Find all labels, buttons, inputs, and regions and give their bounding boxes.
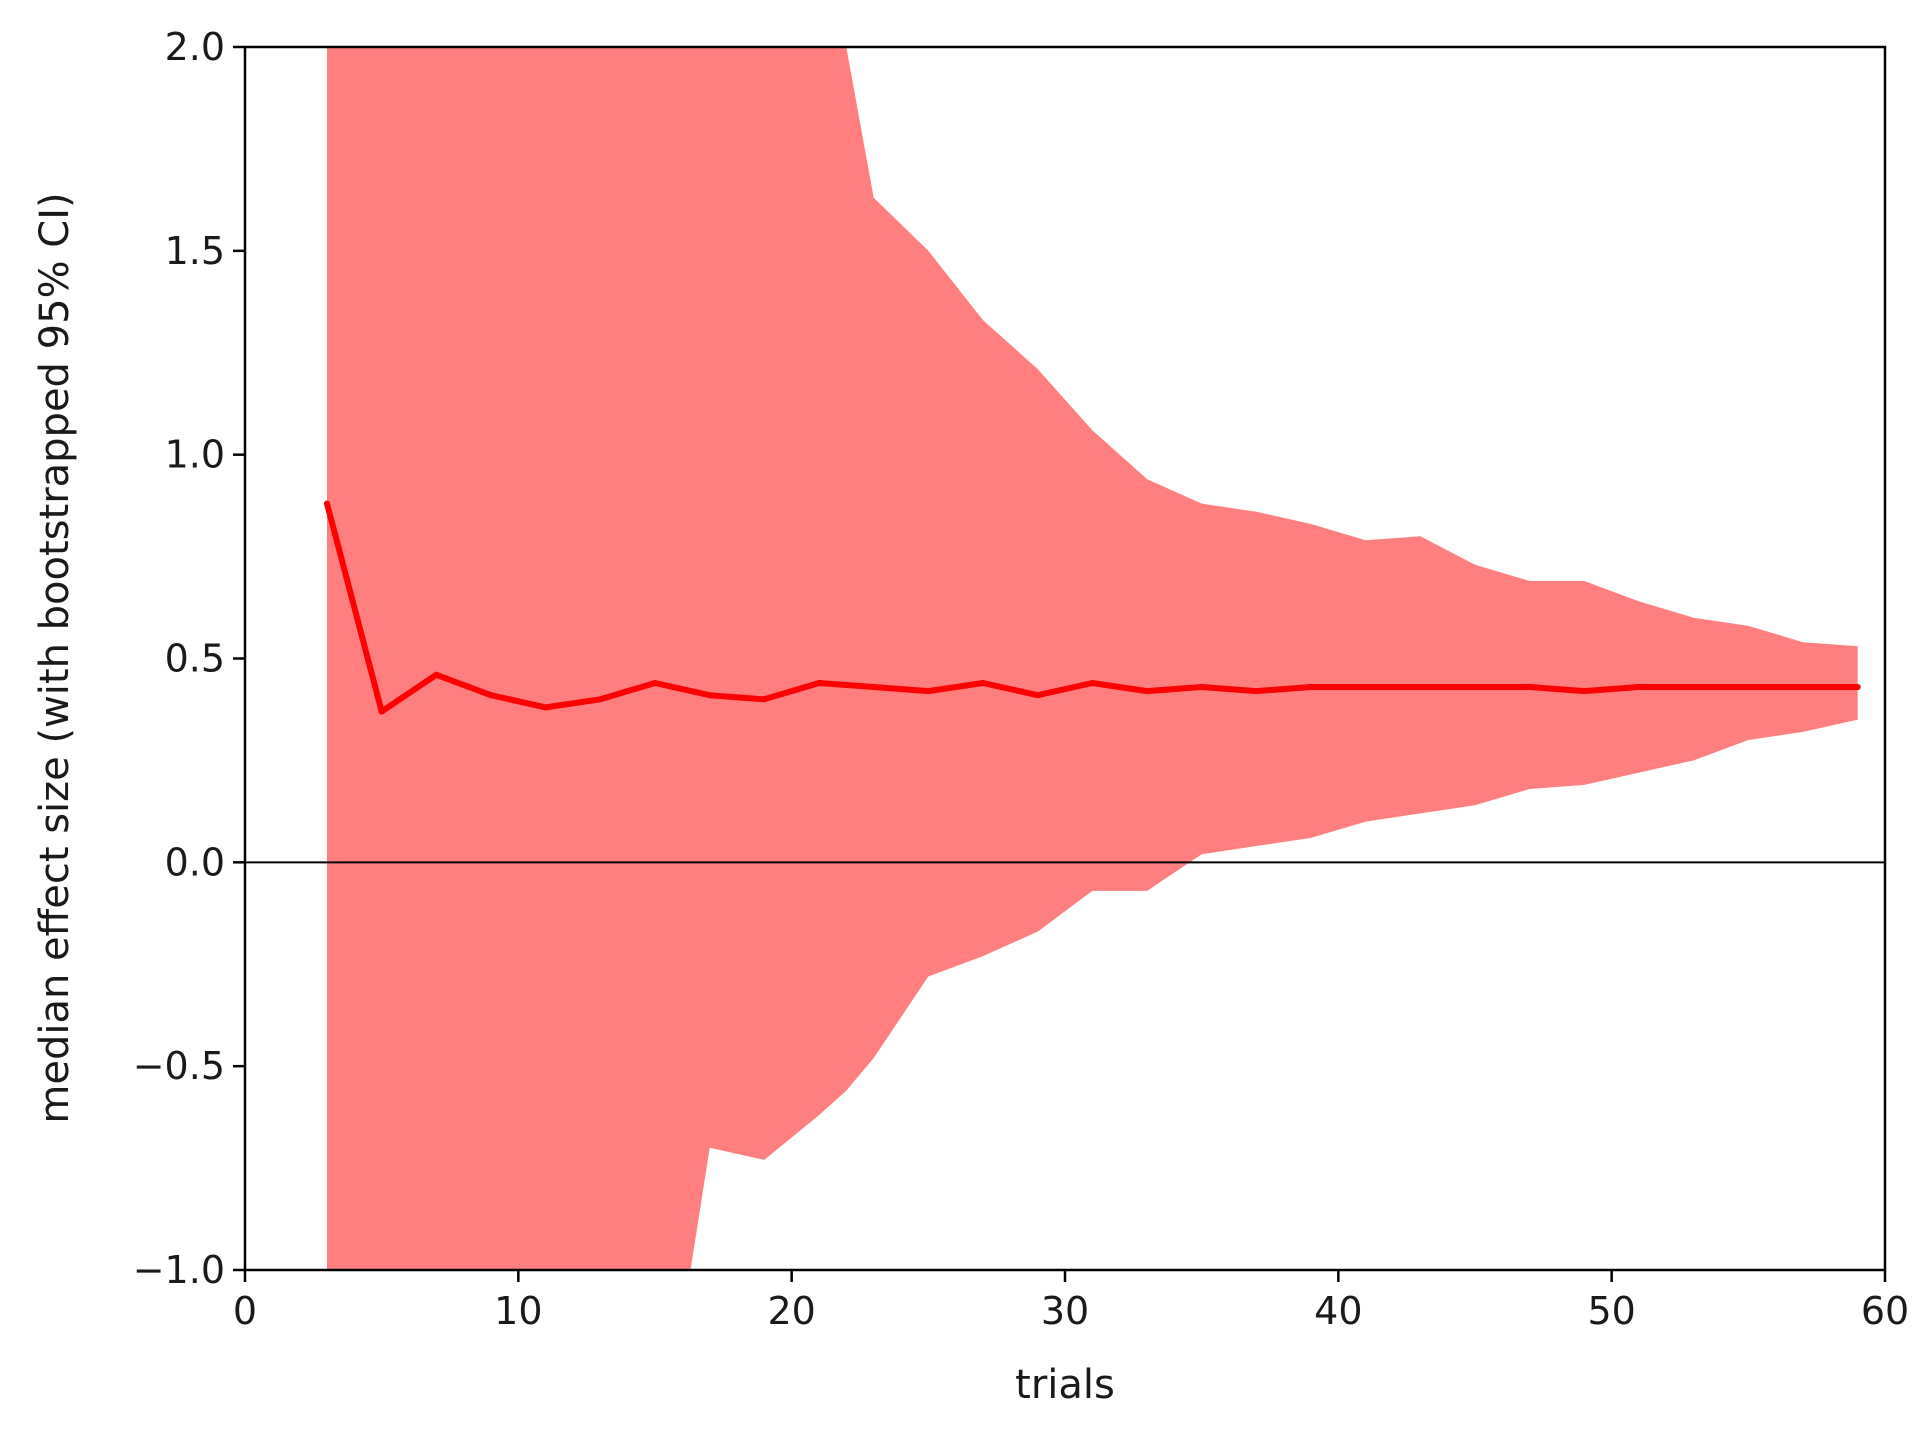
median-point	[324, 500, 330, 507]
y-axis-title: median effect size (with bootstrapped 95…	[32, 192, 78, 1123]
ci-band	[327, 47, 1858, 1270]
x-tick-label: 0	[233, 1289, 257, 1333]
median-point	[433, 671, 440, 678]
median-point	[1308, 684, 1314, 691]
median-point	[1144, 688, 1150, 695]
y-tick-label: −0.5	[133, 1044, 225, 1088]
y-tick-label: 0.0	[165, 840, 225, 884]
median-point	[1089, 679, 1096, 686]
x-tick-label: 60	[1861, 1289, 1909, 1333]
median-point	[1745, 684, 1752, 691]
median-point	[542, 704, 549, 711]
median-point	[378, 708, 385, 715]
median-point	[1198, 684, 1205, 691]
median-point	[706, 692, 713, 699]
median-point	[816, 679, 822, 686]
median-point	[652, 679, 658, 686]
median-point	[1690, 684, 1697, 691]
plot-area	[245, 47, 1885, 1270]
y-tick-label: 0.5	[165, 637, 225, 681]
median-point	[488, 692, 494, 699]
median-point	[1362, 684, 1369, 691]
median-point	[597, 696, 604, 703]
median-point	[980, 679, 986, 686]
x-tick-label: 20	[767, 1289, 815, 1333]
median-point	[761, 696, 768, 703]
y-tick-label: 2.0	[165, 25, 225, 69]
y-tick-label: −1.0	[133, 1248, 225, 1292]
x-tick-label: 50	[1587, 1289, 1635, 1333]
x-axis-title: trials	[1015, 1362, 1115, 1408]
x-tick-label: 30	[1041, 1289, 1089, 1333]
median-point	[1417, 684, 1424, 691]
median-point	[1034, 692, 1041, 699]
median-point	[1526, 684, 1533, 691]
median-point	[1800, 684, 1806, 691]
x-tick-label: 40	[1314, 1289, 1362, 1333]
median-point	[925, 688, 932, 695]
median-point	[1253, 688, 1260, 695]
median-point	[1581, 688, 1588, 695]
median-point	[870, 684, 877, 691]
x-tick-label: 10	[494, 1289, 542, 1333]
y-tick-label: 1.5	[165, 229, 225, 273]
median-point	[1636, 684, 1642, 691]
y-tick-label: 1.0	[165, 433, 225, 477]
median-point	[1472, 684, 1478, 691]
axis-ticks: 0 10 20 30 40 50 60 −1.0 −0.5 0.0 0.5 1.0 1.5 2.0	[133, 25, 1909, 1333]
median-point	[1854, 684, 1861, 691]
